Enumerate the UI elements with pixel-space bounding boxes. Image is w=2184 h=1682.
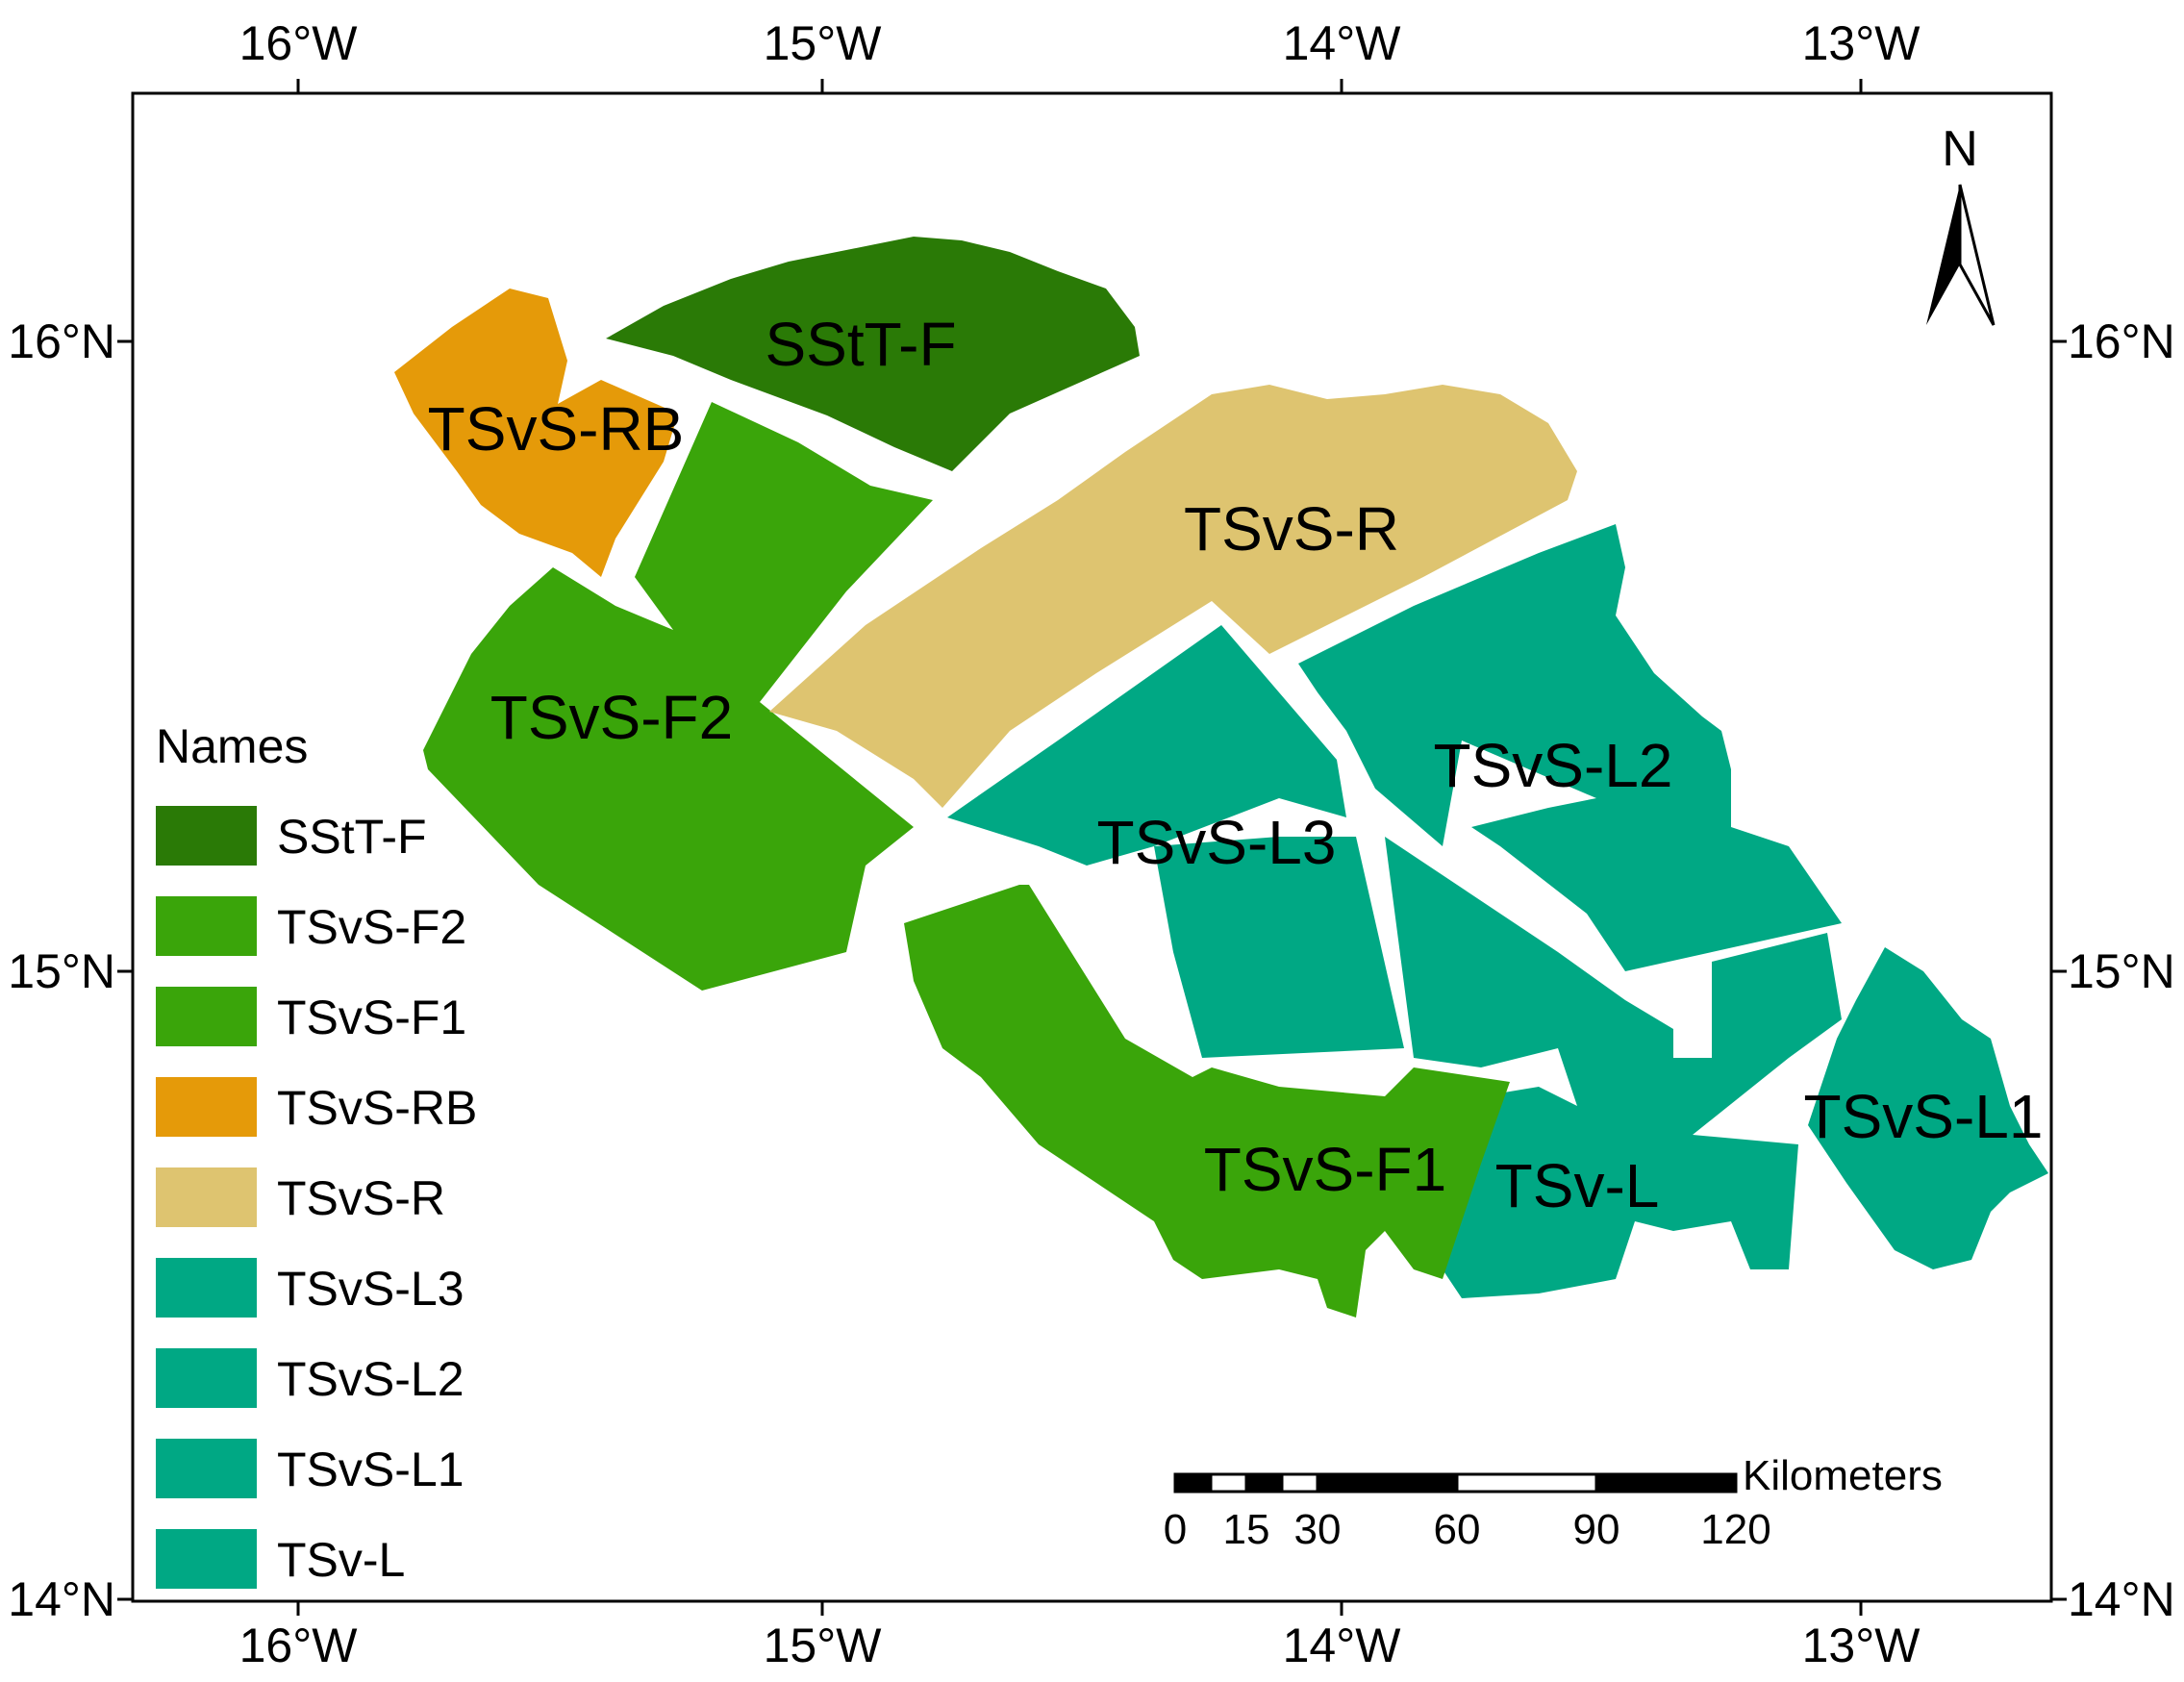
lat-label-left-0: 16°N xyxy=(8,314,115,368)
legend-swatch-7 xyxy=(156,1439,257,1498)
legend-label-7: TSvS-L1 xyxy=(277,1443,464,1496)
region-label-tsvs-l3: TSvS-L3 xyxy=(1097,808,1337,877)
lat-label-left-2: 14°N xyxy=(8,1572,115,1626)
region-tsvs-r xyxy=(769,385,1577,808)
lon-label-bottom-0: 16°W xyxy=(239,1619,359,1672)
scale-bar-seg-0 xyxy=(1175,1474,1211,1492)
region-label-tsv-l: TSv-L xyxy=(1495,1151,1660,1220)
lon-label-top-3: 13°W xyxy=(1802,16,1921,70)
lon-label-bottom-1: 15°W xyxy=(764,1619,883,1672)
lon-label-top-0: 16°W xyxy=(239,16,359,70)
region-label-tsvs-l1: TSvS-L1 xyxy=(1804,1082,2044,1151)
scale-tick-90: 90 xyxy=(1573,1506,1620,1553)
legend-swatch-0 xyxy=(156,806,257,866)
scale-tick-15: 15 xyxy=(1223,1506,1270,1553)
lon-label-top-1: 15°W xyxy=(764,16,883,70)
region-tsvs-f1 xyxy=(904,885,1510,1318)
lat-label-left-1: 15°N xyxy=(8,944,115,998)
lon-label-bottom-2: 14°W xyxy=(1283,1619,1402,1672)
scale-tick-30: 30 xyxy=(1294,1506,1342,1553)
scale-bar: Kilometers 0 15 30 60 90 120 xyxy=(1164,1452,1943,1553)
legend-title: Names xyxy=(156,719,308,773)
scale-bar-outline xyxy=(1173,1472,1738,1494)
scale-bar-unit: Kilometers xyxy=(1743,1452,1943,1499)
region-tsvs-l1 xyxy=(1808,947,2048,1269)
region-tsvs-l3-b xyxy=(1154,837,1404,1058)
legend-label-5: TSvS-L3 xyxy=(277,1262,464,1316)
scale-bar-seg-2 xyxy=(1246,1474,1282,1492)
legend-label-8: TSv-L xyxy=(277,1533,405,1587)
latitude-axis: 16°N 15°N 14°N 16°N 15°N 14°N xyxy=(8,314,2174,1626)
region-tsvs-rb xyxy=(394,289,678,577)
map-frame xyxy=(131,91,2053,1603)
region-label-tsvs-l2: TSvS-L2 xyxy=(1434,731,1673,800)
legend-swatch-1 xyxy=(156,896,257,956)
north-arrow-light-half xyxy=(1958,184,1996,326)
lat-label-right-2: 14°N xyxy=(2068,1572,2175,1626)
legend-label-2: TSvS-F1 xyxy=(277,991,466,1044)
legend-swatch-6 xyxy=(156,1348,257,1408)
lon-label-bottom-3: 13°W xyxy=(1802,1619,1921,1672)
region-sstt-f xyxy=(606,237,1140,471)
longitude-axis: 16°W 15°W 14°W 13°W 16°W 15°W 14°W 13°W xyxy=(239,16,1921,1672)
scale-tick-120: 120 xyxy=(1700,1506,1770,1553)
legend-label-1: TSvS-F2 xyxy=(277,900,466,954)
scale-tick-0: 0 xyxy=(1164,1506,1187,1553)
region-tsv-l xyxy=(1385,837,1842,1298)
legend-label-0: SStT-F xyxy=(277,810,427,864)
legend-swatch-4 xyxy=(156,1167,257,1227)
scale-bar-seg-6 xyxy=(1596,1474,1736,1492)
legend-swatch-5 xyxy=(156,1258,257,1318)
legend-swatch-8 xyxy=(156,1529,257,1589)
region-tsvs-l3 xyxy=(947,625,1346,866)
region-tsvs-l2 xyxy=(1298,524,1842,971)
legend-label-4: TSvS-R xyxy=(277,1171,445,1225)
north-label: N xyxy=(1942,121,1978,177)
scale-tick-60: 60 xyxy=(1434,1506,1481,1553)
region-tsvs-f2 xyxy=(423,402,933,991)
region-labels: SStT-F TSvS-RB TSvS-F2 TSvS-R TSvS-L2 TS… xyxy=(428,310,2044,1220)
region-label-sstt-f: SStT-F xyxy=(765,310,956,379)
legend-swatch-3 xyxy=(156,1077,257,1137)
lon-label-top-2: 14°W xyxy=(1283,16,1402,70)
region-label-tsvs-rb: TSvS-RB xyxy=(428,394,685,464)
legend: Names SStT-F TSvS-F2 TSvS-F1 TSvS-RB TSv… xyxy=(156,719,477,1589)
scale-bar-seg-1 xyxy=(1209,1472,1248,1494)
region-label-tsvs-f1: TSvS-F1 xyxy=(1204,1135,1446,1204)
scale-bar-seg-3 xyxy=(1280,1472,1319,1494)
map-regions xyxy=(394,237,2048,1318)
legend-label-6: TSvS-L2 xyxy=(277,1352,464,1406)
scale-bar-seg-5 xyxy=(1455,1472,1598,1494)
legend-swatch-2 xyxy=(156,987,257,1046)
lat-label-right-1: 15°N xyxy=(2068,944,2175,998)
region-label-tsvs-r: TSvS-R xyxy=(1184,494,1399,564)
north-arrow-icon: N xyxy=(1926,121,1996,326)
lat-label-right-0: 16°N xyxy=(2068,314,2175,368)
region-label-tsvs-f2: TSvS-F2 xyxy=(490,683,733,752)
scale-bar-seg-4 xyxy=(1318,1474,1457,1492)
legend-label-3: TSvS-RB xyxy=(277,1081,477,1135)
north-arrow-dark-half xyxy=(1926,185,1960,325)
